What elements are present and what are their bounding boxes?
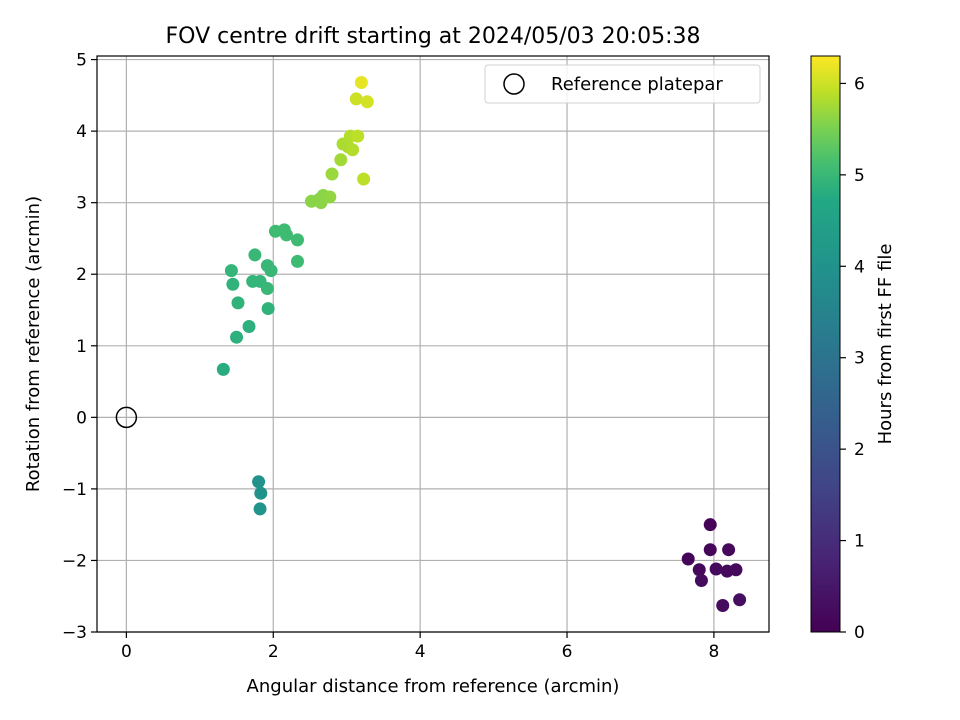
colorbar-tick-label: 5 — [854, 166, 865, 186]
y-axis-ticks: −3 −2 −1 0 1 2 3 4 5 — [62, 51, 97, 643]
legend-marker-icon — [503, 73, 525, 95]
data-point — [351, 129, 365, 143]
data-point — [354, 75, 368, 89]
data-point — [261, 302, 275, 316]
data-point — [722, 543, 736, 557]
y-tick-label: 4 — [76, 122, 87, 142]
data-point — [681, 552, 695, 566]
x-tick-label: 4 — [415, 642, 426, 662]
data-point — [360, 95, 374, 109]
data-point — [252, 475, 266, 489]
legend: Reference platepar — [484, 64, 761, 104]
y-tick-label: 2 — [76, 265, 87, 285]
y-axis-label: Rotation from reference (arcmin) — [23, 196, 44, 492]
data-point — [357, 172, 371, 186]
y-tick-label: 3 — [76, 194, 87, 214]
data-point — [279, 228, 293, 242]
grid — [97, 56, 769, 633]
chart-title: FOV centre drift starting at 2024/05/03 … — [166, 24, 701, 49]
data-point — [253, 502, 267, 516]
x-tick-label: 0 — [121, 642, 132, 662]
y-tick-label: −3 — [62, 623, 87, 643]
data-point — [325, 167, 339, 181]
y-tick-label: −1 — [62, 480, 87, 500]
colorbar-tick-label: 0 — [854, 623, 865, 643]
data-point — [692, 563, 706, 577]
legend-entry: Reference platepar — [551, 74, 723, 95]
data-point — [346, 143, 360, 157]
data-point — [230, 330, 244, 344]
colorbar-tick-label: 4 — [854, 257, 865, 277]
reference-marker-group — [115, 406, 138, 429]
colorbar-tick-label: 2 — [854, 440, 865, 460]
x-tick-label: 6 — [562, 642, 573, 662]
data-point — [290, 254, 304, 268]
data-point — [334, 153, 348, 167]
data-point — [733, 593, 747, 607]
data-point — [248, 248, 262, 262]
data-point — [716, 599, 730, 613]
data-point — [709, 562, 723, 576]
colorbar-tick-label: 6 — [854, 74, 865, 94]
colorbar-tick-label: 1 — [854, 532, 865, 552]
y-tick-label: −2 — [62, 551, 87, 571]
x-axis-label: Angular distance from reference (arcmin) — [247, 676, 620, 697]
colorbar-label: Hours from first FF file — [875, 244, 896, 445]
data-point — [254, 486, 268, 500]
data-point — [216, 362, 230, 376]
y-tick-label: 0 — [76, 408, 87, 428]
data-point — [231, 296, 245, 310]
data-point — [224, 264, 238, 278]
legend-box — [484, 64, 761, 104]
data-point — [226, 277, 240, 291]
colorbar-gradient — [810, 55, 841, 633]
data-point — [729, 563, 743, 577]
colorbar-ticks: 0 1 2 3 4 5 6 — [840, 74, 865, 643]
data-point — [260, 282, 274, 296]
data-point — [264, 264, 278, 278]
data-point — [694, 573, 708, 587]
x-tick-label: 8 — [709, 642, 720, 662]
data-point — [703, 543, 717, 557]
data-point — [290, 233, 304, 247]
data-point — [349, 92, 363, 106]
data-point — [323, 190, 337, 204]
x-tick-label: 2 — [268, 642, 279, 662]
y-tick-label: 1 — [76, 337, 87, 357]
data-points — [216, 75, 747, 613]
axes-frame — [96, 55, 770, 633]
data-point — [242, 319, 256, 333]
y-tick-label: 5 — [76, 51, 87, 71]
colorbar: 0 1 2 3 4 5 6 Hours from first FF file — [810, 55, 896, 643]
x-axis-ticks: 0 2 4 6 8 — [121, 632, 719, 662]
data-point — [703, 518, 717, 532]
reference-platepar-marker — [115, 406, 138, 429]
colorbar-tick-label: 3 — [854, 349, 865, 369]
